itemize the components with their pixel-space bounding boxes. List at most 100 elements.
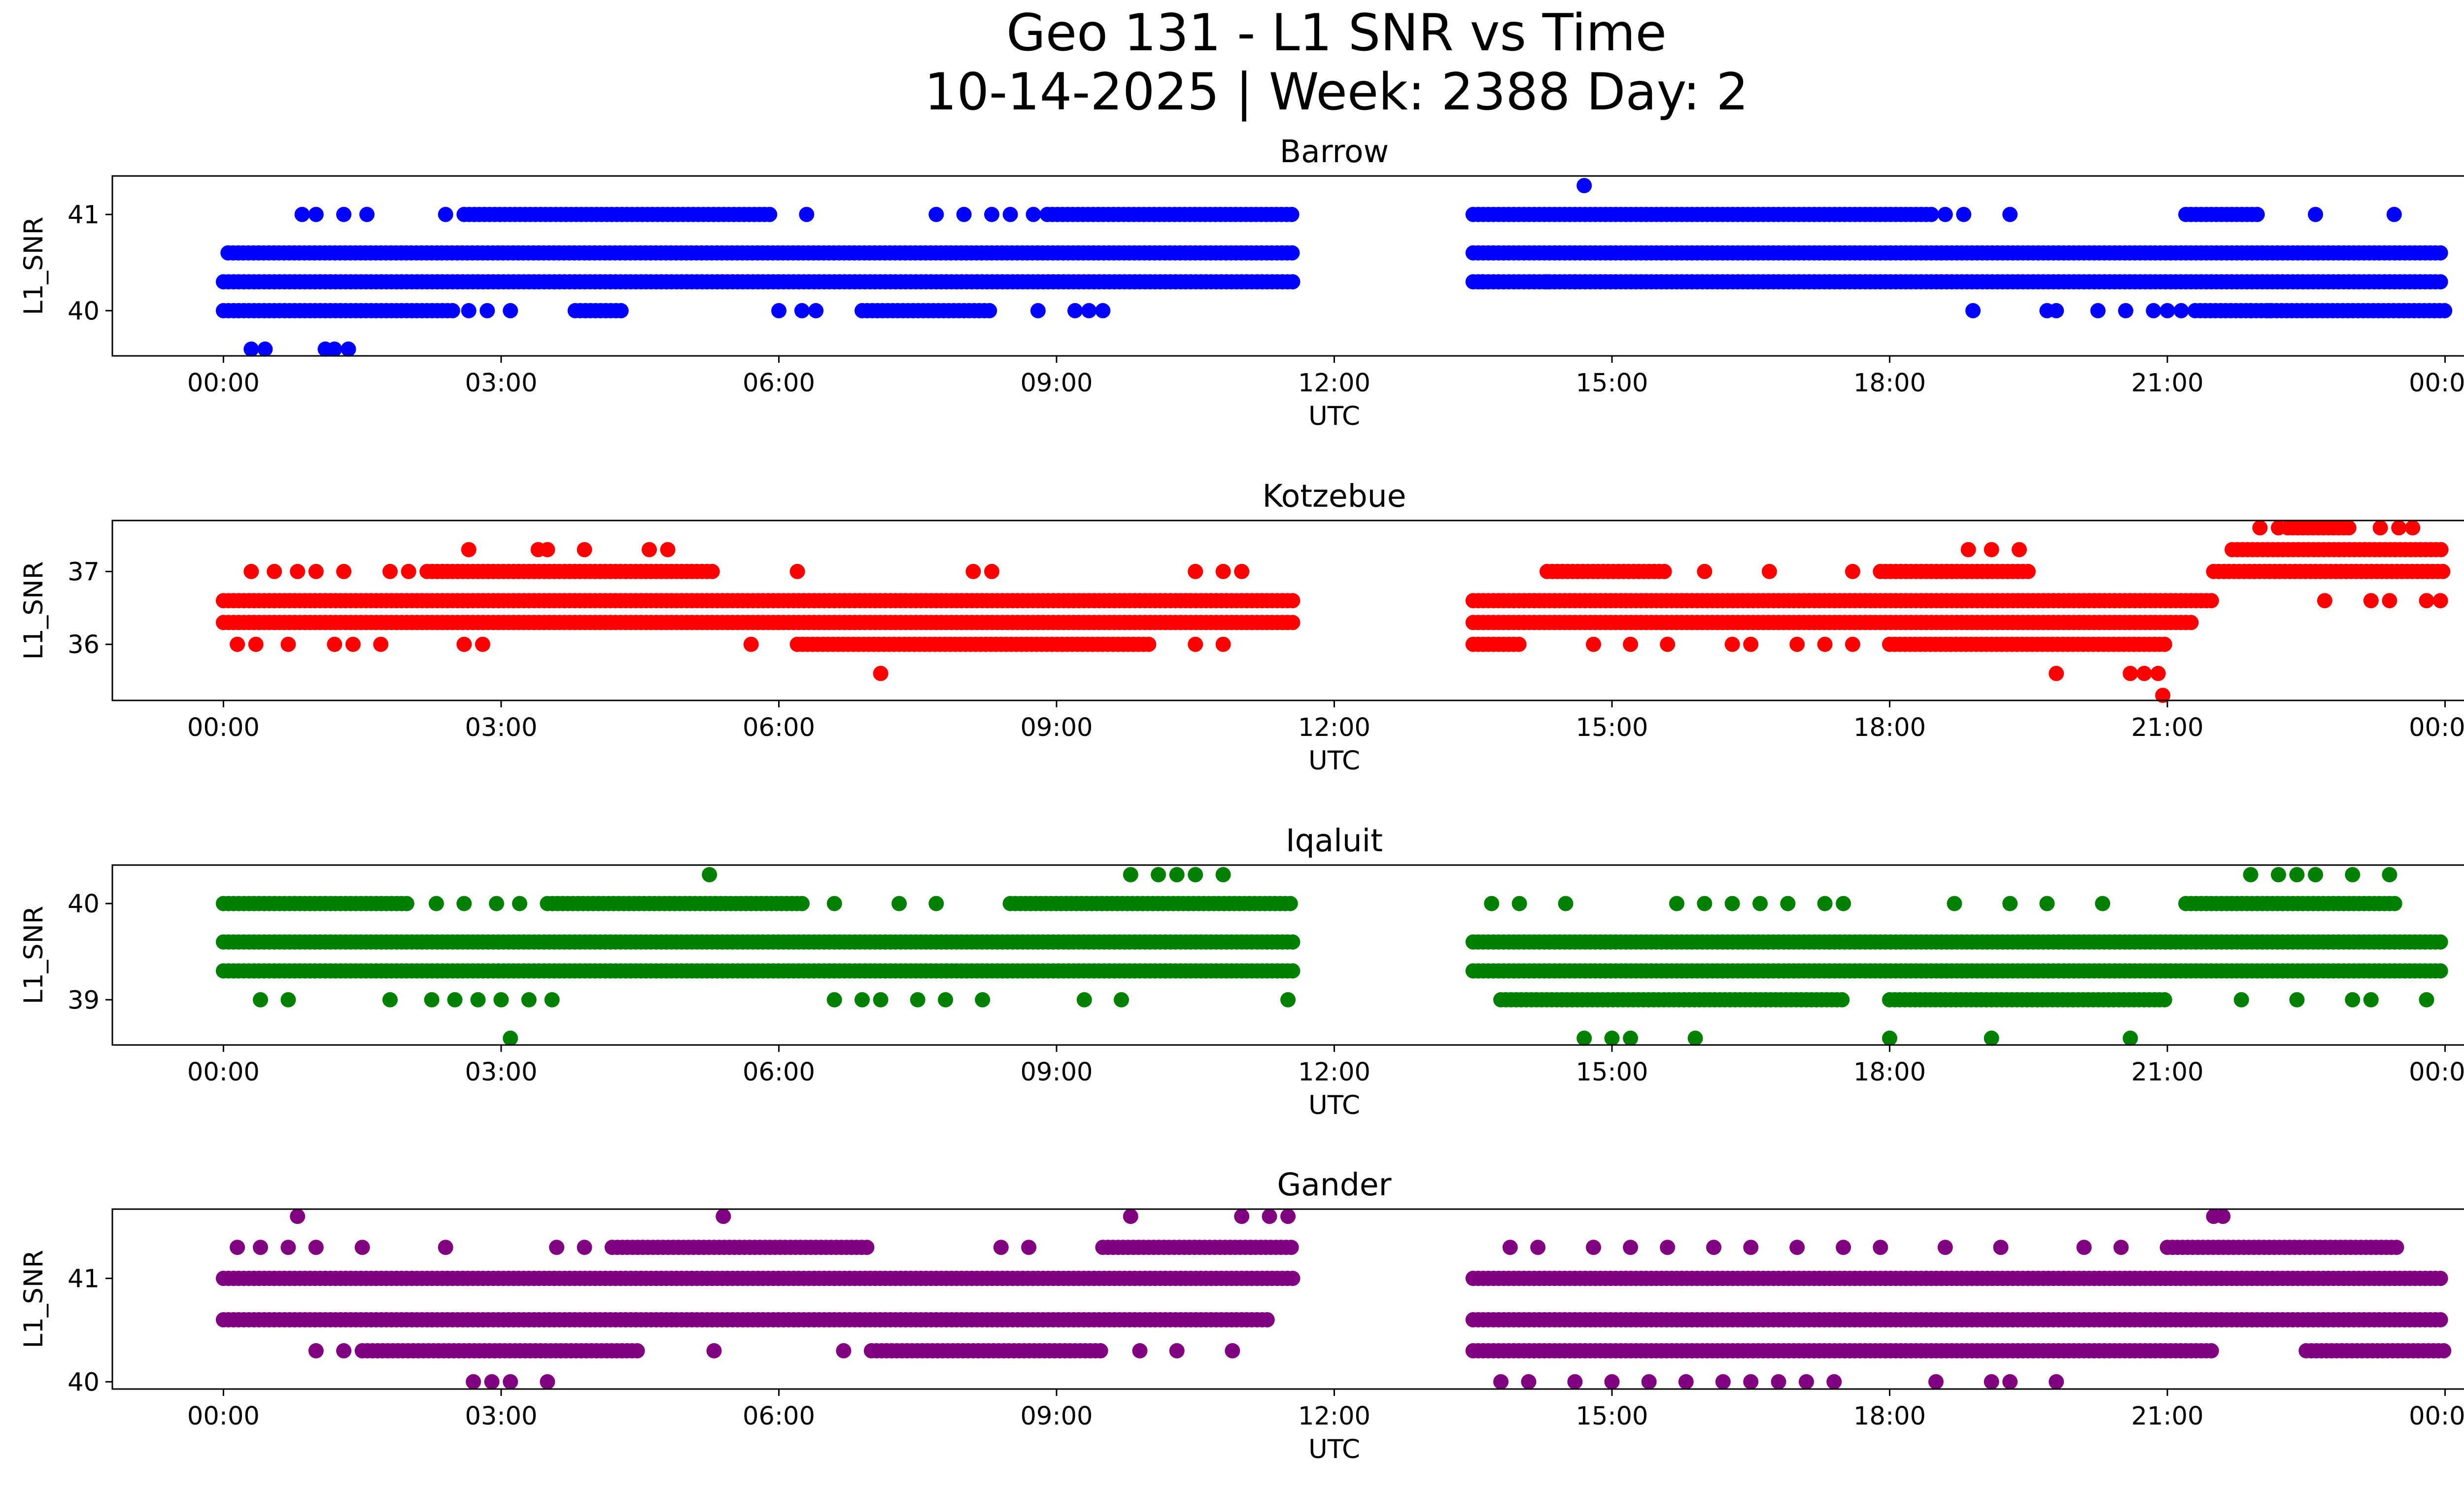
data-point — [910, 992, 925, 1008]
data-point — [1947, 896, 1962, 911]
data-point — [470, 992, 486, 1008]
scatter-series — [215, 178, 2453, 357]
x-tick-label: 12:00 — [1298, 1402, 1370, 1431]
data-point — [2122, 1030, 2138, 1046]
data-point — [1623, 1240, 1639, 1255]
data-point — [1873, 1240, 1888, 1255]
data-point — [438, 207, 453, 222]
data-point — [1558, 896, 1574, 911]
data-point — [1521, 1374, 1537, 1390]
x-axis-label: UTC — [1308, 401, 1360, 431]
data-point — [2387, 896, 2402, 911]
data-point — [354, 1240, 370, 1255]
data-point — [2002, 207, 2018, 222]
data-point — [577, 542, 592, 557]
x-tick-label: 12:00 — [1298, 1058, 1370, 1087]
data-point — [629, 1343, 645, 1358]
data-point — [280, 992, 296, 1008]
data-point — [2432, 593, 2448, 609]
x-tick-label: 00:00 — [187, 1058, 260, 1087]
data-point — [2159, 303, 2175, 318]
data-point — [447, 992, 463, 1008]
x-tick-label: 06:00 — [743, 369, 815, 398]
x-tick-label: 03:00 — [465, 369, 537, 398]
data-point — [1586, 636, 1601, 652]
data-point — [2049, 1374, 2064, 1390]
data-point — [1234, 563, 1250, 579]
x-tick-label: 12:00 — [1298, 369, 1370, 398]
data-point — [2012, 542, 2027, 557]
x-tick-label: 00:00 — [2409, 713, 2464, 742]
data-point — [461, 542, 477, 557]
data-point — [1641, 1374, 1657, 1390]
data-point — [1845, 636, 1860, 652]
data-point — [2419, 593, 2434, 609]
x-tick-label: 15:00 — [1576, 1058, 1648, 1087]
data-point — [382, 992, 398, 1008]
data-point — [1817, 896, 1833, 911]
data-point — [2150, 665, 2166, 681]
data-point — [253, 992, 268, 1008]
data-point — [1169, 1343, 1185, 1358]
data-point — [549, 1240, 565, 1255]
data-point — [230, 1240, 245, 1255]
data-point — [308, 563, 324, 579]
data-point — [2261, 303, 2277, 318]
data-point — [1743, 1374, 1759, 1390]
data-point — [1151, 867, 1166, 882]
x-tick-label: 18:00 — [1853, 713, 1926, 742]
data-point — [794, 303, 810, 318]
data-point — [1799, 1374, 1814, 1390]
data-point — [762, 207, 778, 222]
data-point — [327, 636, 342, 652]
data-point — [993, 1240, 1009, 1255]
data-point — [484, 1374, 500, 1390]
data-point — [280, 1240, 296, 1255]
data-point — [1095, 303, 1111, 318]
data-point — [2002, 1374, 2018, 1390]
x-tick-label: 09:00 — [1020, 1402, 1093, 1431]
data-point — [1660, 1240, 1676, 1255]
data-point — [2345, 992, 2361, 1008]
data-point — [521, 992, 537, 1008]
data-point — [2002, 896, 2018, 911]
data-point — [808, 303, 824, 318]
data-point — [1280, 1209, 1296, 1224]
data-point — [336, 1343, 352, 1358]
data-point — [2020, 563, 2036, 579]
data-point — [982, 303, 997, 318]
data-point — [1743, 1240, 1759, 1255]
data-point — [1081, 303, 1097, 318]
data-point — [257, 341, 273, 357]
data-point — [1937, 207, 1953, 222]
data-point — [1984, 1374, 1999, 1390]
y-tick-label: 41 — [68, 1265, 100, 1294]
data-point — [253, 1240, 268, 1255]
data-point — [1285, 1271, 1300, 1286]
data-point — [2249, 207, 2265, 222]
data-point — [1285, 615, 1300, 630]
data-point — [1697, 563, 1712, 579]
data-point — [1604, 1374, 1620, 1390]
data-point — [1836, 1240, 1851, 1255]
data-point — [1493, 1374, 1509, 1390]
data-point — [2289, 867, 2305, 882]
data-point — [2090, 303, 2106, 318]
data-point — [1123, 867, 1138, 882]
data-point — [799, 207, 815, 222]
x-tick-label: 21:00 — [2131, 1058, 2204, 1087]
data-point — [1965, 303, 1981, 318]
data-point — [399, 896, 414, 911]
data-point — [1567, 1374, 1583, 1390]
data-point — [1474, 274, 1490, 290]
data-point — [512, 896, 527, 911]
x-tick-label: 00:00 — [187, 369, 260, 398]
figure-title-line1: Geo 131 - L1 SNR vs Time — [1006, 3, 1667, 63]
data-point — [1484, 896, 1500, 911]
y-tick-label: 39 — [68, 986, 100, 1015]
data-point — [2113, 1240, 2129, 1255]
data-point — [938, 992, 954, 1008]
data-point — [2233, 992, 2249, 1008]
